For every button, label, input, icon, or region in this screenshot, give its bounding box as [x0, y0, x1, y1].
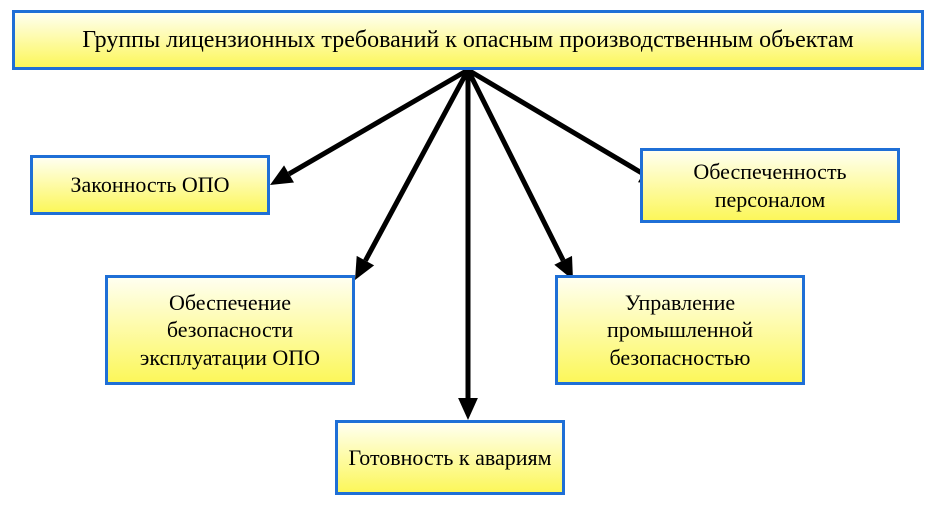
- node-legality-label: Законность ОПО: [70, 171, 229, 199]
- node-readiness-label: Готовность к авариям: [348, 444, 551, 472]
- node-readiness: Готовность к авариям: [335, 420, 565, 495]
- node-safety-ops: Обеспечение безопасности эксплуатации ОП…: [105, 275, 355, 385]
- node-legality: Законность ОПО: [30, 155, 270, 215]
- node-safety-ops-label: Обеспечение безопасности эксплуатации ОП…: [116, 289, 344, 372]
- root-node-label: Группы лицензионных требований к опасным…: [82, 25, 853, 55]
- node-mgmt-label: Управление промышленной безопасностью: [566, 289, 794, 372]
- diagram-stage: Группы лицензионных требований к опасным…: [0, 0, 940, 508]
- root-node: Группы лицензионных требований к опасным…: [12, 10, 924, 70]
- node-staffing: Обеспеченность персоналом: [640, 148, 900, 223]
- node-staffing-label: Обеспеченность персоналом: [651, 158, 889, 213]
- node-mgmt: Управление промышленной безопасностью: [555, 275, 805, 385]
